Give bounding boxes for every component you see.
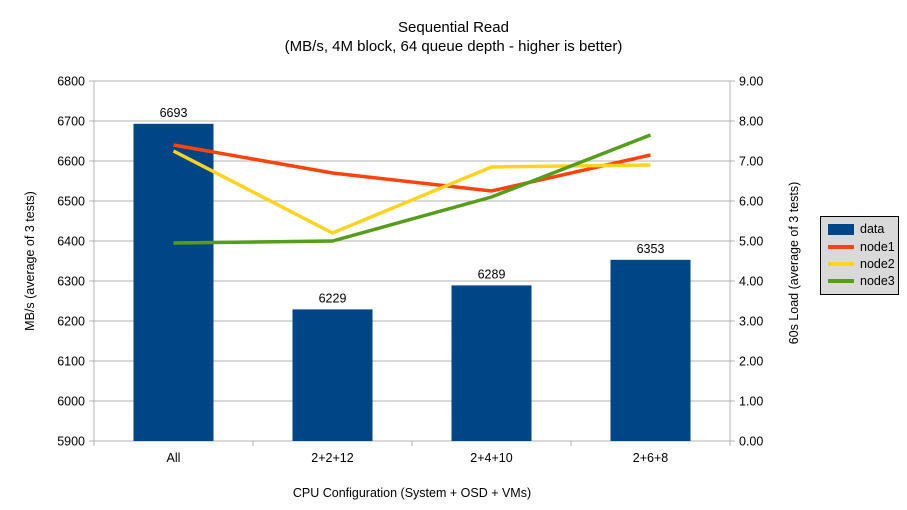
legend-line-swatch bbox=[828, 262, 854, 267]
right-axis-tick-label: 3.00 bbox=[739, 314, 763, 328]
right-axis-tick-label: 8.00 bbox=[739, 114, 763, 128]
bar-All bbox=[133, 123, 214, 442]
left-axis-tick-label: 6500 bbox=[57, 194, 85, 208]
y-axis-title-right: 60s Load (average of 3 tests) bbox=[787, 181, 801, 345]
legend-item-data: data bbox=[828, 223, 898, 236]
line-node3 bbox=[173, 133, 652, 245]
legend-line-swatch bbox=[828, 279, 854, 284]
right-axis-tick-label: 4.00 bbox=[739, 274, 763, 288]
line-node1 bbox=[173, 143, 651, 193]
bar-2+6+8 bbox=[610, 259, 691, 441]
right-axis-tick-label: 5.00 bbox=[739, 234, 763, 248]
x-axis-title: CPU Configuration (System + OSD + VMs) bbox=[292, 486, 532, 500]
bar-2+4+10 bbox=[451, 285, 532, 441]
left-axis-tick-label: 6800 bbox=[57, 74, 85, 88]
x-axis-category-label: All bbox=[167, 451, 181, 465]
left-axis-tick-label: 6000 bbox=[57, 394, 85, 408]
bar-value-label: 6353 bbox=[637, 242, 665, 256]
chart-title: Sequential Read bbox=[398, 19, 509, 36]
left-axis-tick-label: 6100 bbox=[57, 354, 85, 368]
legend-line-swatch bbox=[828, 244, 854, 249]
chart-title-block: Sequential Read (MB/s, 4M block, 64 queu… bbox=[0, 18, 907, 56]
bar-value-label: 6289 bbox=[478, 267, 506, 281]
legend-label: node3 bbox=[860, 274, 895, 289]
right-axis-tick-label: 0.00 bbox=[739, 434, 763, 448]
left-axis-tick-label: 6400 bbox=[57, 234, 85, 248]
right-axis-tick-label: 7.00 bbox=[739, 154, 763, 168]
x-axis-category-label: 2+6+8 bbox=[633, 451, 669, 465]
legend-label: node1 bbox=[860, 239, 895, 254]
legend-label: data bbox=[860, 222, 885, 237]
left-axis-tick-label: 6600 bbox=[57, 154, 85, 168]
bar-value-label: 6229 bbox=[319, 291, 347, 305]
x-axis-category-label: 2+2+12 bbox=[311, 451, 353, 465]
right-axis-tick-label: 9.00 bbox=[739, 74, 763, 88]
right-axis-tick-label: 6.00 bbox=[739, 194, 763, 208]
left-axis-tick-label: 6300 bbox=[57, 274, 85, 288]
legend-bar-swatch bbox=[828, 224, 854, 236]
bar-2+2+12 bbox=[292, 309, 373, 441]
legend-item-node1: node1 bbox=[828, 241, 898, 254]
bar-value-label: 6693 bbox=[160, 106, 188, 120]
y-axis-title-left: MB/s (average of 3 tests) bbox=[23, 191, 37, 331]
left-axis-tick-label: 5900 bbox=[57, 434, 85, 448]
left-axis-tick-label: 6200 bbox=[57, 314, 85, 328]
legend-item-node3: node3 bbox=[828, 275, 898, 288]
right-axis-tick-label: 2.00 bbox=[739, 354, 763, 368]
right-axis-tick-label: 1.00 bbox=[739, 394, 763, 408]
legend-item-node2: node2 bbox=[828, 258, 898, 271]
left-axis-tick-label: 6700 bbox=[57, 114, 85, 128]
chart-subtitle: (MB/s, 4M block, 64 queue depth - higher… bbox=[284, 38, 623, 55]
legend: data node1 node2 node3 bbox=[820, 216, 899, 295]
x-axis-category-label: 2+4+10 bbox=[470, 451, 512, 465]
legend-label: node2 bbox=[860, 256, 895, 271]
